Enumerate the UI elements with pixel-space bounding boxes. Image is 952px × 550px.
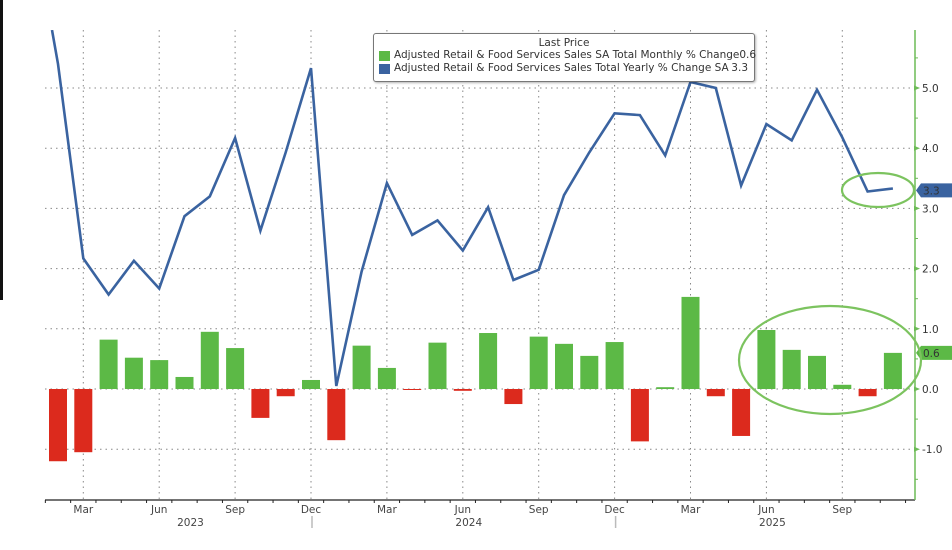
- last-value-yearly: 3.3: [923, 185, 940, 197]
- legend-label: Adjusted Retail & Food Services Sales To…: [394, 62, 729, 74]
- legend-swatch-green: [379, 50, 390, 61]
- x-tick-label: Mar: [681, 504, 701, 516]
- bar: [226, 348, 245, 389]
- bar: [124, 357, 143, 389]
- last-value-monthly: 0.6: [923, 348, 940, 360]
- legend: Last Price Adjusted Retail & Food Servic…: [373, 33, 756, 82]
- yearly-line: [50, 30, 894, 387]
- x-tick-label: Dec: [604, 504, 625, 516]
- y-tick-arrow: [914, 386, 920, 392]
- bar: [833, 384, 852, 389]
- x-tick-label: Jun: [454, 504, 471, 516]
- y-tick-label: 4.0: [922, 143, 939, 155]
- legend-value: 3.3: [731, 62, 748, 74]
- last-value-tag-monthly: [916, 345, 952, 360]
- bar: [327, 389, 346, 441]
- bar: [555, 343, 573, 389]
- bar: [732, 389, 751, 436]
- y-tick-label: 0.0: [922, 384, 939, 396]
- bar: [403, 389, 422, 390]
- legend-title: Last Price: [538, 37, 590, 49]
- bar: [630, 389, 649, 442]
- bar: [49, 389, 67, 462]
- axes: Mar Jun Sep Dec Mar Jun Sep Dec Mar Jun Sep 2023 202…: [44, 30, 952, 529]
- annotations: [737, 171, 923, 416]
- bar: [706, 389, 725, 397]
- y-tick-arrow: [914, 266, 920, 272]
- bar: [580, 355, 599, 389]
- last-value-tag-yearly: [916, 183, 952, 198]
- bar: [479, 333, 498, 389]
- x-tick-label: Mar: [377, 504, 397, 516]
- legend-label: Adjusted Retail & Food Services Sales SA…: [394, 49, 740, 61]
- y-tick-arrow: [914, 326, 920, 332]
- left-edge-bar: [0, 0, 3, 300]
- y-tick-arrow: [914, 205, 920, 211]
- x-tick-label: Mar: [73, 504, 93, 516]
- x-year-label: 2025: [759, 517, 786, 529]
- bar: [757, 330, 776, 389]
- bar: [858, 389, 877, 397]
- monthly-bars: [49, 296, 902, 462]
- x-tick-label: Sep: [529, 504, 549, 516]
- legend-value: 0.6: [739, 49, 757, 61]
- y-tick-arrow: [914, 85, 920, 91]
- y-tick-label: 2.0: [922, 264, 939, 276]
- bar: [352, 345, 371, 389]
- bar: [504, 389, 523, 405]
- bar: [808, 355, 826, 389]
- bar: [150, 360, 169, 389]
- bar: [175, 376, 194, 389]
- bar: [99, 339, 118, 389]
- x-tick-label: Jun: [150, 504, 167, 516]
- x-tick-label: Sep: [225, 504, 245, 516]
- x-tick-label: Jun: [757, 504, 774, 516]
- x-tick-label: Sep: [832, 504, 852, 516]
- x-year-label: 2024: [455, 517, 482, 529]
- bar: [782, 349, 801, 389]
- y-tick-label: 5.0: [922, 83, 939, 95]
- bar: [74, 389, 93, 453]
- x-year-label: 2023: [177, 517, 204, 529]
- bar: [428, 342, 447, 389]
- y-tick-arrow: [914, 446, 920, 452]
- bar: [656, 387, 675, 389]
- bar: [681, 296, 700, 389]
- bar: [453, 389, 472, 391]
- y-tick-arrow: [914, 145, 920, 151]
- bar: [529, 336, 548, 389]
- bar: [276, 389, 295, 397]
- bar: [377, 367, 396, 389]
- y-tick-label: 3.0: [922, 203, 939, 215]
- highlight-ellipse-yearly: [840, 171, 916, 209]
- bar: [302, 379, 320, 389]
- bar: [251, 389, 270, 418]
- legend-swatch-blue: [379, 63, 390, 74]
- legend-item-monthly: Adjusted Retail & Food Services Sales SA…: [374, 49, 756, 62]
- y-tick-label: -1.0: [922, 444, 943, 456]
- y-tick-label: 1.0: [922, 324, 939, 336]
- x-tick-label: Dec: [301, 504, 322, 516]
- bar: [605, 342, 624, 389]
- bar: [883, 352, 902, 389]
- legend-item-yearly: Adjusted Retail & Food Services Sales To…: [374, 62, 754, 75]
- grid: [45, 30, 915, 500]
- bar: [200, 331, 219, 389]
- highlight-ellipse-monthly: [737, 304, 923, 416]
